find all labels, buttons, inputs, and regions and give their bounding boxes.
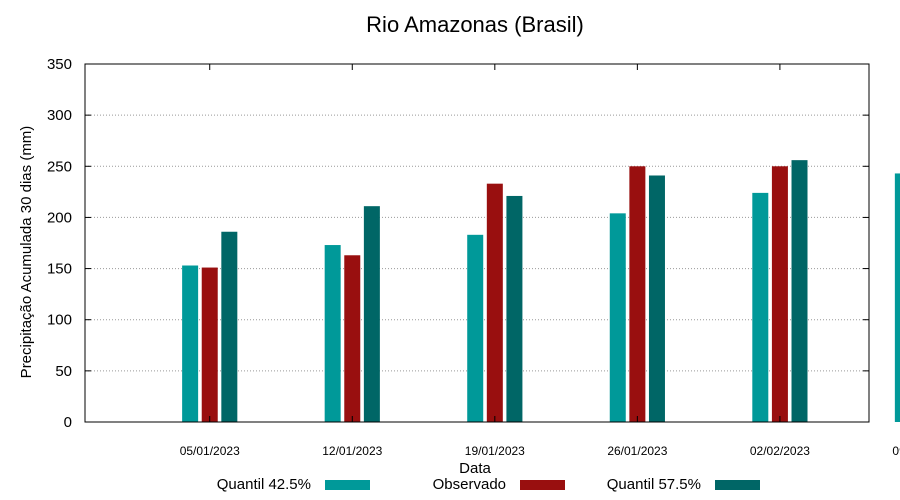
x-axis-label: Data [459, 460, 491, 477]
chart-title: Rio Amazonas (Brasil) [366, 12, 584, 37]
bar [791, 160, 808, 423]
bar [324, 245, 341, 422]
bar [467, 234, 484, 422]
bar [363, 206, 380, 422]
y-tick-label: 50 [55, 363, 72, 380]
bars [182, 160, 900, 423]
y-axis-label: Precipitação Acumulada 30 dias (mm) [18, 126, 35, 379]
y-tick-label: 100 [47, 312, 72, 329]
x-tick-label: 19/01/2023 [465, 444, 525, 458]
y-tick-label: 150 [47, 261, 72, 278]
x-tick-label: 12/01/2023 [322, 444, 382, 458]
y-axis-ticks: 0 50 100 150 200 250 300 350 [47, 56, 869, 431]
legend: Quantil 42.5% Observado Quantil 57.5% [217, 476, 760, 493]
x-tick-label: 26/01/2023 [607, 444, 667, 458]
legend-label: Quantil 42.5% [217, 476, 311, 493]
y-tick-label: 300 [47, 107, 72, 124]
legend-label: Quantil 57.5% [607, 476, 701, 493]
bar [221, 231, 238, 422]
x-tick-label: 09/02/2023 [892, 444, 900, 458]
legend-swatch [520, 480, 565, 490]
x-axis-ticks: 05/01/2023 12/01/2023 19/01/2023 26/01/2023… [180, 64, 900, 458]
bar [486, 183, 503, 422]
bar [629, 166, 646, 422]
bar [201, 267, 218, 422]
y-tick-label: 200 [47, 209, 72, 226]
y-tick-label: 250 [47, 158, 72, 175]
plot-frame [84, 63, 870, 423]
y-tick-label: 0 [64, 414, 72, 431]
bar [894, 173, 900, 422]
bar [648, 175, 665, 422]
bar [752, 192, 769, 422]
y-tick-label: 350 [47, 56, 72, 73]
legend-swatch [325, 480, 370, 490]
legend-swatch [715, 480, 760, 490]
legend-label: Observado [433, 476, 506, 493]
bar [771, 166, 788, 422]
bar [182, 265, 199, 422]
bar [609, 213, 626, 422]
bar [344, 255, 361, 422]
x-tick-label: 02/02/2023 [750, 444, 810, 458]
bar [506, 195, 523, 422]
x-tick-label: 05/01/2023 [180, 444, 240, 458]
